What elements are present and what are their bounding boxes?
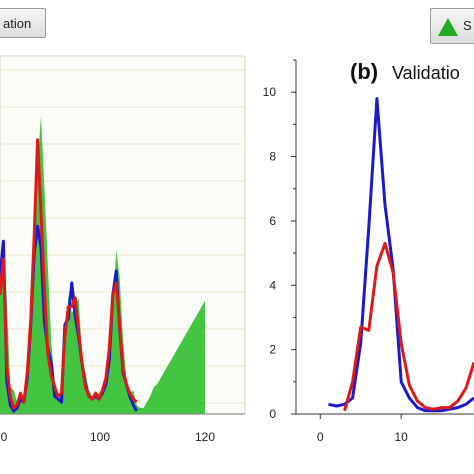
- legend-button[interactable]: ation: [0, 8, 46, 38]
- panel-a: 0 100 120: [0, 55, 246, 444]
- y-tick-label-b: 6: [269, 214, 276, 228]
- series-line-2: [0, 138, 138, 410]
- y-tick-label-b: 4: [269, 278, 276, 292]
- series-line-b-0: [328, 97, 474, 413]
- y-tick-label-b: 8: [269, 150, 276, 164]
- x-tick-label-b: 0: [317, 430, 324, 444]
- chart-title: Validatio: [392, 63, 460, 83]
- legend-label-right: S: [463, 18, 472, 33]
- triangle-marker-icon: [438, 18, 458, 36]
- x-tick-label-a: 120: [195, 430, 215, 444]
- y-tick-label-b: 2: [269, 343, 276, 357]
- x-tick-label-b: 10: [395, 430, 409, 444]
- panel-label: (b): [350, 59, 378, 84]
- legend-label: ation: [3, 16, 32, 31]
- legend-button-right[interactable]: S: [430, 8, 474, 44]
- x-tick-label-a: 0: [1, 430, 8, 444]
- y-tick-label-b: 10: [263, 85, 277, 99]
- x-tick-label-a: 100: [90, 430, 110, 444]
- y-tick-label-b: 0: [269, 407, 276, 421]
- panel-b: 0 2 4 6 8 10 0 10 (b) Validatio: [263, 59, 474, 444]
- series-line-b-1: [343, 241, 474, 412]
